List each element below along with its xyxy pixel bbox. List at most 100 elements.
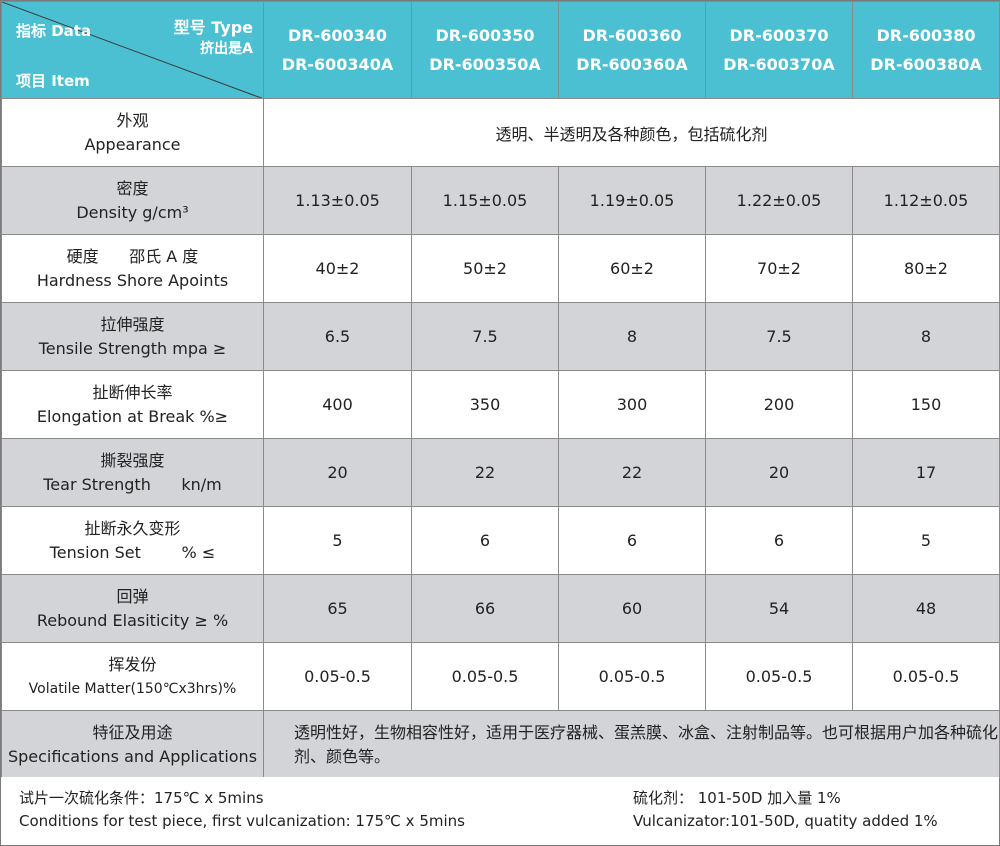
- value-cell: 22: [411, 438, 559, 507]
- label-zh: 挥发份: [108, 654, 157, 674]
- row-label: 硬度 邵氏 A 度 Hardness Shore Apoints: [1, 234, 264, 303]
- label-zh: 扯断伸长率: [92, 382, 173, 402]
- value-cell: 200: [705, 370, 853, 439]
- value-cell: 1.13±0.05: [263, 166, 412, 235]
- value-cell: 8: [558, 302, 706, 371]
- value-cell: 0.05-0.5: [263, 642, 412, 711]
- label-en: Tension Set % ≤: [49, 542, 216, 562]
- value-cell: 1.15±0.05: [411, 166, 559, 235]
- value-cell: 22: [558, 438, 706, 507]
- label-en: Volatile Matter(150℃x3hrs)%: [28, 680, 237, 697]
- label-zh: 回弹: [116, 586, 149, 606]
- label-en: Tensile Strength mpa ≥: [38, 338, 227, 358]
- value-cell: 65: [263, 574, 412, 643]
- value-cell: 20: [705, 438, 853, 507]
- row-rebound: 回弹 Rebound Elasiticity ≥ % 65 66 60 54 48: [1, 574, 1000, 643]
- model-header: DR-600370 DR-600370A: [705, 1, 853, 99]
- label-en: Tear Strength kn/m: [43, 474, 222, 494]
- value-cell: 70±2: [705, 234, 853, 303]
- value-cell: 6.5: [263, 302, 412, 371]
- value-cell: 20: [263, 438, 412, 507]
- value-cell: 50±2: [411, 234, 559, 303]
- row-volatile-matter: 挥发份 Volatile Matter(150℃x3hrs)% 0.05-0.5 …: [1, 642, 1000, 711]
- value-cell: 0.05-0.5: [705, 642, 853, 711]
- value-cell: 1.12±0.05: [852, 166, 1000, 235]
- row-density: 密度 Density g/cm³ 1.13±0.05 1.15±0.05 1.19…: [1, 166, 1000, 235]
- label-zh: 外观: [116, 110, 149, 130]
- footer-notes: 试片一次硫化条件：175℃ x 5mins Conditions for tes…: [1, 777, 999, 845]
- item-label: 项目 Item: [16, 72, 90, 90]
- row-tensile-strength: 拉伸强度 Tensile Strength mpa ≥ 6.5 7.5 8 7.5…: [1, 302, 1000, 371]
- row-label: 密度 Density g/cm³: [1, 166, 264, 235]
- value-cell: 350: [411, 370, 559, 439]
- model-code: DR-600340: [287, 26, 388, 45]
- value-cell: 1.19±0.05: [558, 166, 706, 235]
- value-cell: 66: [411, 574, 559, 643]
- label-en: Elongation at Break %≥: [36, 406, 229, 426]
- value-cell: 0.05-0.5: [558, 642, 706, 711]
- label-en: Appearance: [84, 134, 181, 154]
- extrusion-label: 挤出是A: [200, 41, 253, 57]
- row-label: 扯断伸长率 Elongation at Break %≥: [1, 370, 264, 439]
- merged-value: 透明性好，生物相容性好，适用于医疗器械、蛋羔膜、冰盒、注射制品等。也可根据用户加…: [263, 710, 1000, 779]
- value-cell: 80±2: [852, 234, 1000, 303]
- row-label: 撕裂强度 Tear Strength kn/m: [1, 438, 264, 507]
- vulcanizator-zh: 硫化剂： 101-50D 加入量 1%: [633, 789, 841, 807]
- label-en: Rebound Elasiticity ≥ %: [36, 610, 229, 630]
- merged-value: 透明、半透明及各种颜色，包括硫化剂: [263, 98, 1000, 167]
- row-appearance: 外观 Appearance 透明、半透明及各种颜色，包括硫化剂: [1, 98, 1000, 167]
- type-label: 型号 Type: [173, 18, 253, 37]
- label-zh: 特征及用途: [92, 722, 173, 742]
- value-cell: 7.5: [705, 302, 853, 371]
- value-cell: 6: [705, 506, 853, 575]
- value-cell: 48: [852, 574, 1000, 643]
- header-row: 指标 Data 型号 Type 挤出是A 项目 Item DR-600340 DR…: [1, 1, 1000, 99]
- value-cell: 17: [852, 438, 1000, 507]
- model-header: DR-600380 DR-600380A: [852, 1, 1000, 99]
- model-extruded-code: DR-600360A: [576, 55, 688, 74]
- data-label: 指标 Data: [16, 22, 92, 40]
- value-cell: 6: [558, 506, 706, 575]
- row-label: 外观 Appearance: [1, 98, 264, 167]
- model-header: DR-600340 DR-600340A: [263, 1, 412, 99]
- diagonal-divider: [2, 2, 262, 98]
- model-header: DR-600350 DR-600350A: [411, 1, 559, 99]
- model-extruded-code: DR-600350A: [429, 55, 541, 74]
- value-cell: 60: [558, 574, 706, 643]
- label-en: Hardness Shore Apoints: [36, 270, 229, 290]
- row-hardness: 硬度 邵氏 A 度 Hardness Shore Apoints 40±2 50±…: [1, 234, 1000, 303]
- value-cell: 5: [852, 506, 1000, 575]
- test-conditions-zh: 试片一次硫化条件：175℃ x 5mins: [19, 789, 264, 807]
- label-zh: 撕裂强度: [100, 450, 165, 470]
- vulcanizator-en: Vulcanizator:101-50D, quatity added 1%: [633, 812, 938, 830]
- model-extruded-code: DR-600370A: [723, 55, 835, 74]
- header-corner-cell: 指标 Data 型号 Type 挤出是A 项目 Item: [1, 1, 264, 99]
- label-zh: 密度: [116, 178, 149, 198]
- value-cell: 8: [852, 302, 1000, 371]
- row-label: 特征及用途 Specifications and Applications: [1, 710, 264, 779]
- value-cell: 5: [263, 506, 412, 575]
- test-conditions: 试片一次硫化条件：175℃ x 5mins Conditions for tes…: [19, 787, 465, 833]
- model-code: DR-600370: [729, 26, 829, 45]
- label-zh: 拉伸强度: [100, 314, 165, 334]
- model-code: DR-600350: [435, 26, 535, 45]
- row-tear-strength: 撕裂强度 Tear Strength kn/m 20 22 22 20 17: [1, 438, 1000, 507]
- label-en: Specifications and Applications: [7, 746, 258, 766]
- value-cell: 0.05-0.5: [852, 642, 1000, 711]
- row-label: 挥发份 Volatile Matter(150℃x3hrs)%: [1, 642, 264, 711]
- test-conditions-en: Conditions for test piece, first vulcani…: [19, 812, 465, 830]
- row-specifications: 特征及用途 Specifications and Applications 透明性…: [1, 710, 1000, 779]
- model-code: DR-600380: [876, 26, 976, 45]
- label-zh: 扯断永久变形: [84, 518, 181, 538]
- value-cell: 7.5: [411, 302, 559, 371]
- value-cell: 1.22±0.05: [705, 166, 853, 235]
- value-cell: 150: [852, 370, 1000, 439]
- model-extruded-code: DR-600340A: [281, 55, 394, 74]
- row-tension-set: 扯断永久变形 Tension Set % ≤ 5 6 6 6 5: [1, 506, 1000, 575]
- row-elongation: 扯断伸长率 Elongation at Break %≥ 400 350 300 …: [1, 370, 1000, 439]
- label-en: Density g/cm³: [76, 202, 189, 222]
- spec-table: 指标 Data 型号 Type 挤出是A 项目 Item DR-600340 DR…: [1, 1, 1000, 779]
- model-header: DR-600360 DR-600360A: [558, 1, 706, 99]
- value-cell: 300: [558, 370, 706, 439]
